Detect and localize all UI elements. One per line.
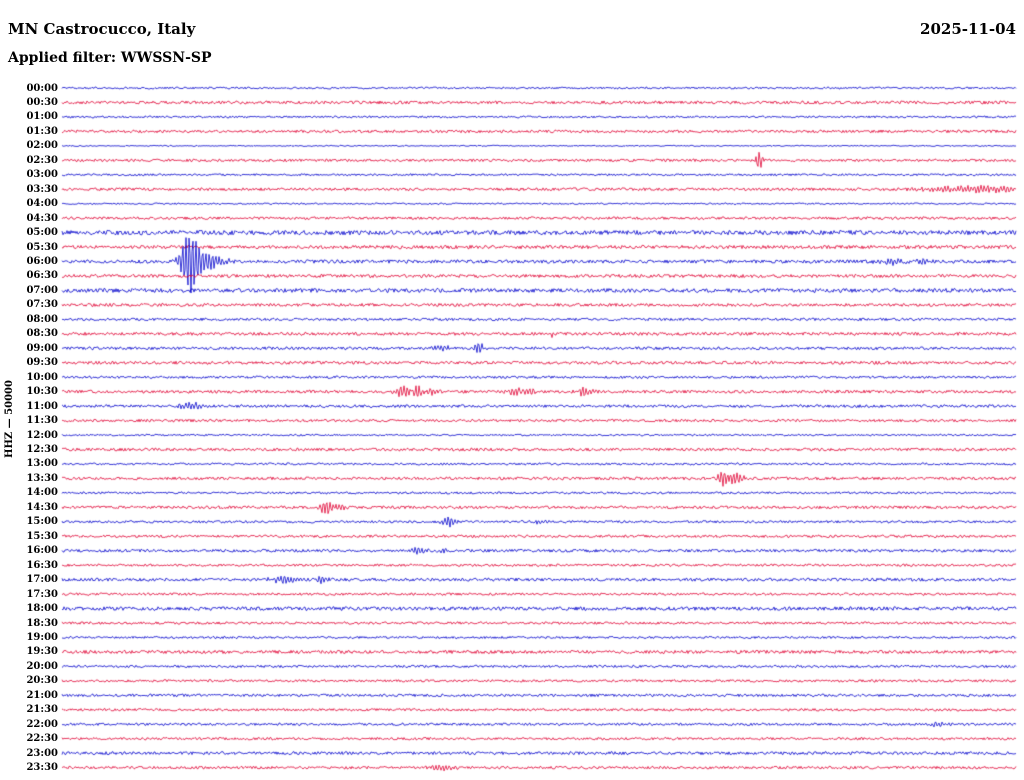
helicorder-canvas	[0, 0, 1024, 780]
heliplot-page: MN Castrocucco, Italy 2025-11-04 Applied…	[0, 0, 1024, 780]
